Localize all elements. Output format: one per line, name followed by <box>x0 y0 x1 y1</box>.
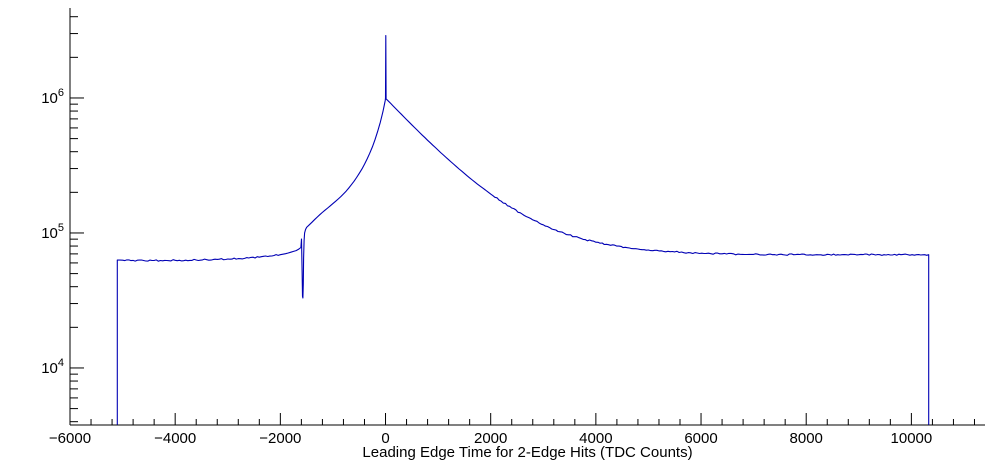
series-path <box>116 35 930 425</box>
axes <box>69 8 985 426</box>
x-axis-tick-label: 8000 <box>790 430 823 447</box>
y-axis-tick-label: 106 <box>41 87 64 107</box>
x-axis-tick-label: −4000 <box>154 430 196 447</box>
x-axis-tick-label: 2000 <box>474 430 507 447</box>
y-axis-tick-label: 105 <box>41 222 64 242</box>
x-axis-tick-label: 4000 <box>579 430 612 447</box>
x-axis-tick-label: −6000 <box>49 430 91 447</box>
x-axis-tick-label: 6000 <box>684 430 717 447</box>
x-axis-tick-label: 10000 <box>891 430 933 447</box>
axis-tick-labels: −6000 −4000 −2000 0 2000 4000 6000 8000 10000 104… <box>41 87 932 447</box>
axis-ticks <box>69 16 975 425</box>
x-axis-tick-label: −2000 <box>259 430 301 447</box>
x-axis-title: Leading Edge Time for 2-Edge Hits (TDC C… <box>362 444 693 461</box>
x-axis-tick-label: 0 <box>381 430 389 447</box>
y-axis-tick-label: 104 <box>41 357 64 377</box>
